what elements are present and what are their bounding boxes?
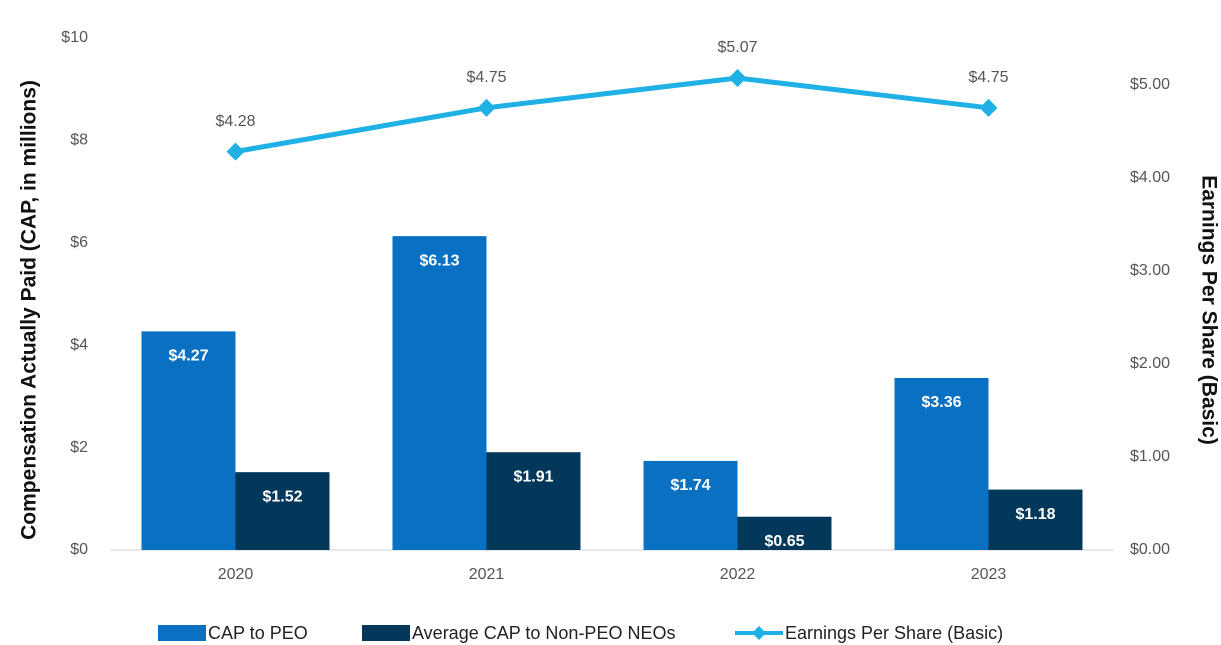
bar [141,331,236,550]
y2-tick-label: $4.00 [1130,169,1170,186]
bar [392,236,487,551]
line-marker [226,142,245,161]
x-tick-label: 2022 [720,566,756,583]
y-tick-label: $0 [70,541,88,558]
line-value-label: $5.07 [717,39,757,56]
y2-tick-label: $1.00 [1130,448,1170,465]
bar-value-label: $3.36 [921,394,961,411]
y-tick-label: $2 [70,439,88,456]
bar-value-label: $1.74 [670,477,710,494]
bar-value-label: $0.65 [764,533,804,550]
bar [737,516,832,550]
bar [643,460,738,550]
x-tick-label: 2020 [218,566,254,583]
bar [235,472,330,550]
legend-marker [752,626,766,640]
y-tick-label: $8 [70,132,88,149]
legend-label: Earnings Per Share (Basic) [785,623,1003,643]
line-marker [728,69,747,88]
bar-value-label: $4.27 [168,348,208,365]
line-marker [477,98,496,117]
legend-label: CAP to PEO [208,623,308,643]
y-axis-title: Compensation Actually Paid (CAP, in mill… [18,80,41,540]
bar-value-label: $1.52 [262,488,302,505]
line-value-label: $4.75 [968,69,1008,86]
x-tick-label: 2021 [469,566,505,583]
bar-value-label: $1.91 [513,468,553,485]
y2-tick-label: $0.00 [1130,541,1170,558]
line-marker [979,98,998,117]
line-value-label: $4.75 [466,69,506,86]
bar-value-label: $6.13 [419,252,459,269]
legend-swatch [362,625,410,641]
y2-axis-title: Earnings Per Share (Basic) [1197,175,1220,445]
legend-label: Average CAP to Non-PEO NEOs [412,623,675,643]
y2-tick-label: $3.00 [1130,262,1170,279]
bar [988,489,1083,550]
y-tick-label: $6 [70,234,88,251]
bar [894,377,989,550]
line [235,75,989,155]
legend-swatch [158,625,206,641]
y2-tick-label: $5.00 [1130,76,1170,93]
bar [486,452,581,550]
line-value-label: $4.28 [215,113,255,130]
bar-value-label: $1.18 [1015,506,1055,523]
y-tick-label: $4 [70,336,88,353]
y-tick-label: $10 [61,29,88,46]
x-tick-label: 2023 [971,566,1007,583]
y2-tick-label: $2.00 [1130,355,1170,372]
